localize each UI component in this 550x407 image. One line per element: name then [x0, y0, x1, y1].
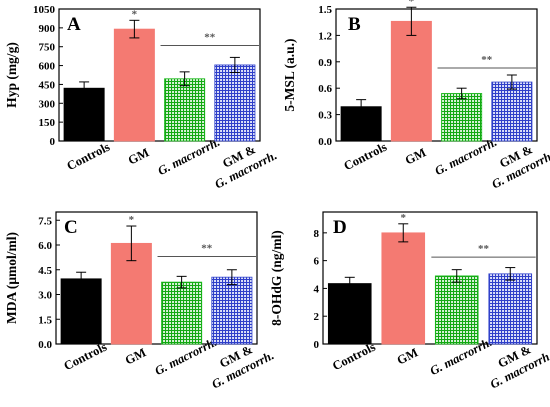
y-axis-title: 5-MSL (a.u.) [282, 38, 297, 111]
bar-3 [488, 273, 533, 345]
plot-frame [322, 211, 538, 345]
y-tick-label: 750 [39, 42, 56, 54]
category-label: Controls [64, 140, 112, 174]
category-label: Controls [330, 340, 378, 374]
panel-letter: A [67, 14, 81, 35]
y-tick-label: 1050 [33, 4, 56, 16]
y-tick-label: 7.5 [38, 215, 52, 227]
y-tick-label: 6.0 [38, 240, 52, 252]
panel-letter: C [64, 217, 78, 238]
y-tick-label: 3.0 [38, 290, 52, 302]
bar-2 [434, 275, 479, 345]
bar-0 [63, 87, 105, 142]
significance-star: * [132, 8, 138, 20]
y-tick-label: 8 [314, 228, 320, 240]
error-bar-0 [344, 276, 355, 291]
error-bar-2 [179, 71, 190, 87]
y-tick-label: 1.2 [318, 30, 332, 42]
significance-star: * [129, 214, 135, 226]
y-tick-label: 0.0 [318, 136, 332, 148]
y-tick-label: 4.5 [38, 265, 52, 277]
error-bar-0 [76, 271, 87, 286]
significance-star: * [409, 0, 415, 7]
bar-2 [161, 281, 203, 345]
error-bar-1 [406, 6, 417, 36]
y-tick-label: 0.0 [38, 339, 52, 351]
error-bar-3 [226, 269, 237, 286]
significance-star: ** [478, 243, 490, 255]
y-tick-label: 4 [314, 283, 320, 295]
bar-2 [441, 93, 483, 142]
error-bar-3 [229, 56, 240, 73]
y-tick-label: 600 [39, 61, 56, 73]
bar-2 [164, 78, 206, 142]
y-tick-label: 900 [39, 23, 56, 35]
plot-frame [335, 8, 538, 142]
y-tick-label: 450 [39, 79, 56, 91]
category-label: Controls [61, 340, 109, 374]
y-axis-title: Hyp (mg/g) [4, 42, 19, 108]
bar-1 [113, 28, 155, 142]
bar-3 [491, 81, 533, 142]
y-tick-label: 0 [50, 136, 56, 148]
panel-letter: D [333, 217, 347, 238]
y-axis-title: 8-OHdG (ng/ml) [269, 230, 284, 326]
error-bar-1 [398, 223, 409, 243]
category-label: GM [123, 345, 149, 367]
error-bar-1 [126, 225, 137, 262]
y-tick-label: 150 [39, 117, 56, 129]
y-tick-label: 0.6 [318, 83, 332, 95]
category-label: Controls [341, 140, 389, 174]
error-bar-3 [505, 267, 516, 281]
y-axis-title: MDA (μmol/ml) [4, 232, 19, 324]
plot-frame [55, 211, 258, 345]
error-bar-1 [129, 19, 140, 39]
y-tick-label: 0 [314, 339, 320, 351]
bar-3 [211, 276, 253, 345]
error-bar-0 [79, 81, 90, 95]
y-tick-label: 1.5 [38, 314, 52, 326]
panel-c: 0.0 1.5 3.0 4.5 6.0 7.5 MDA (μmol/ml) C Controls… [4, 211, 276, 391]
error-bar-2 [451, 269, 462, 283]
y-tick-label: 300 [39, 98, 56, 110]
significance-star: ** [481, 54, 493, 66]
y-tick-label: 6 [314, 256, 320, 268]
significance-star: ** [204, 31, 216, 43]
category-label: GM [126, 145, 152, 167]
y-tick-label: 1.5 [318, 4, 332, 16]
significance-star: ** [201, 243, 213, 255]
error-bar-2 [176, 275, 187, 289]
plot-frame [58, 8, 261, 142]
error-bar-2 [456, 87, 467, 100]
bar-1 [381, 232, 426, 345]
bar-1 [390, 20, 432, 142]
y-tick-label: 0.3 [318, 110, 332, 122]
error-bar-3 [506, 74, 517, 90]
bar-0 [327, 283, 372, 345]
category-label: GM [403, 145, 429, 167]
panel-letter: B [348, 14, 361, 35]
y-tick-label: 0.9 [318, 57, 332, 69]
bar-0 [60, 278, 102, 345]
panel-a: 0 150 300 450 600 750 900 1050 Hyp (mg/g) A Contro… [4, 4, 279, 191]
y-tick-label: 2 [314, 311, 320, 323]
significance-star: * [401, 212, 407, 224]
error-bar-0 [356, 99, 367, 115]
bar-3 [214, 64, 256, 142]
panel-b: 0.0 0.3 0.6 0.9 1.2 1.5 5-MSL (a.u.) B Controls G… [282, 0, 550, 191]
category-label: GM [395, 345, 421, 367]
